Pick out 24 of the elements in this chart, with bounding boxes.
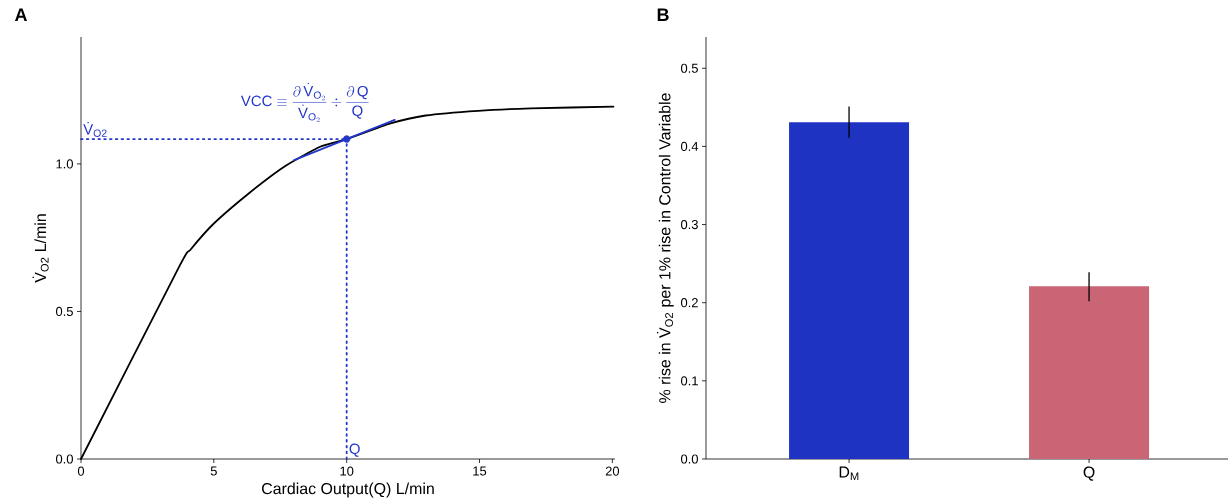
y-tick-label: 0.0 <box>680 454 698 464</box>
x-tick-label: D$_{M}$ <box>839 466 859 481</box>
y-tick-label: 0.1 <box>680 376 698 386</box>
y-axis-title: V̇$_{O2}$ L/min <box>32 214 49 283</box>
x-tick-label: 0 <box>77 466 85 476</box>
x-tick-label: 10 <box>340 466 354 476</box>
y-tick-label: 0.5 <box>680 63 698 73</box>
annotation: V̇$_{O2}$ <box>83 121 107 137</box>
y-tick-label: 0.3 <box>680 219 698 230</box>
chart-title: A <box>14 8 28 21</box>
x-tick-label: Q <box>1083 466 1095 481</box>
y-tick-label: 0.5 <box>55 306 73 317</box>
y-tick-label: 0.4 <box>680 141 699 151</box>
x-tick-label: 15 <box>473 466 487 476</box>
chart-title: B <box>657 8 669 21</box>
y-tick-label: 0.2 <box>680 298 698 308</box>
y-axis-title: % rise in V̇$_{O2}$ per 1% rise in Control Variable <box>656 93 674 403</box>
y-tick-label: 1.0 <box>56 159 73 169</box>
annotation: Q <box>349 443 360 457</box>
y-tick-label: 0.0 <box>55 454 73 464</box>
x-tick-label: 20 <box>605 466 620 476</box>
x-tick-label: 5 <box>210 466 217 476</box>
x-axis-title: Cardiac Output(Q) L/min <box>262 482 434 498</box>
annotation: $\text{VCC}\equiv\frac{\partial\,\dot{\text{V}}_{\text{O}_2}}{\dot{\text{V}}_{\text{O}_2}}\div\frac{\partial\,\text{Q}}{\text{Q}}$ <box>240 82 369 123</box>
